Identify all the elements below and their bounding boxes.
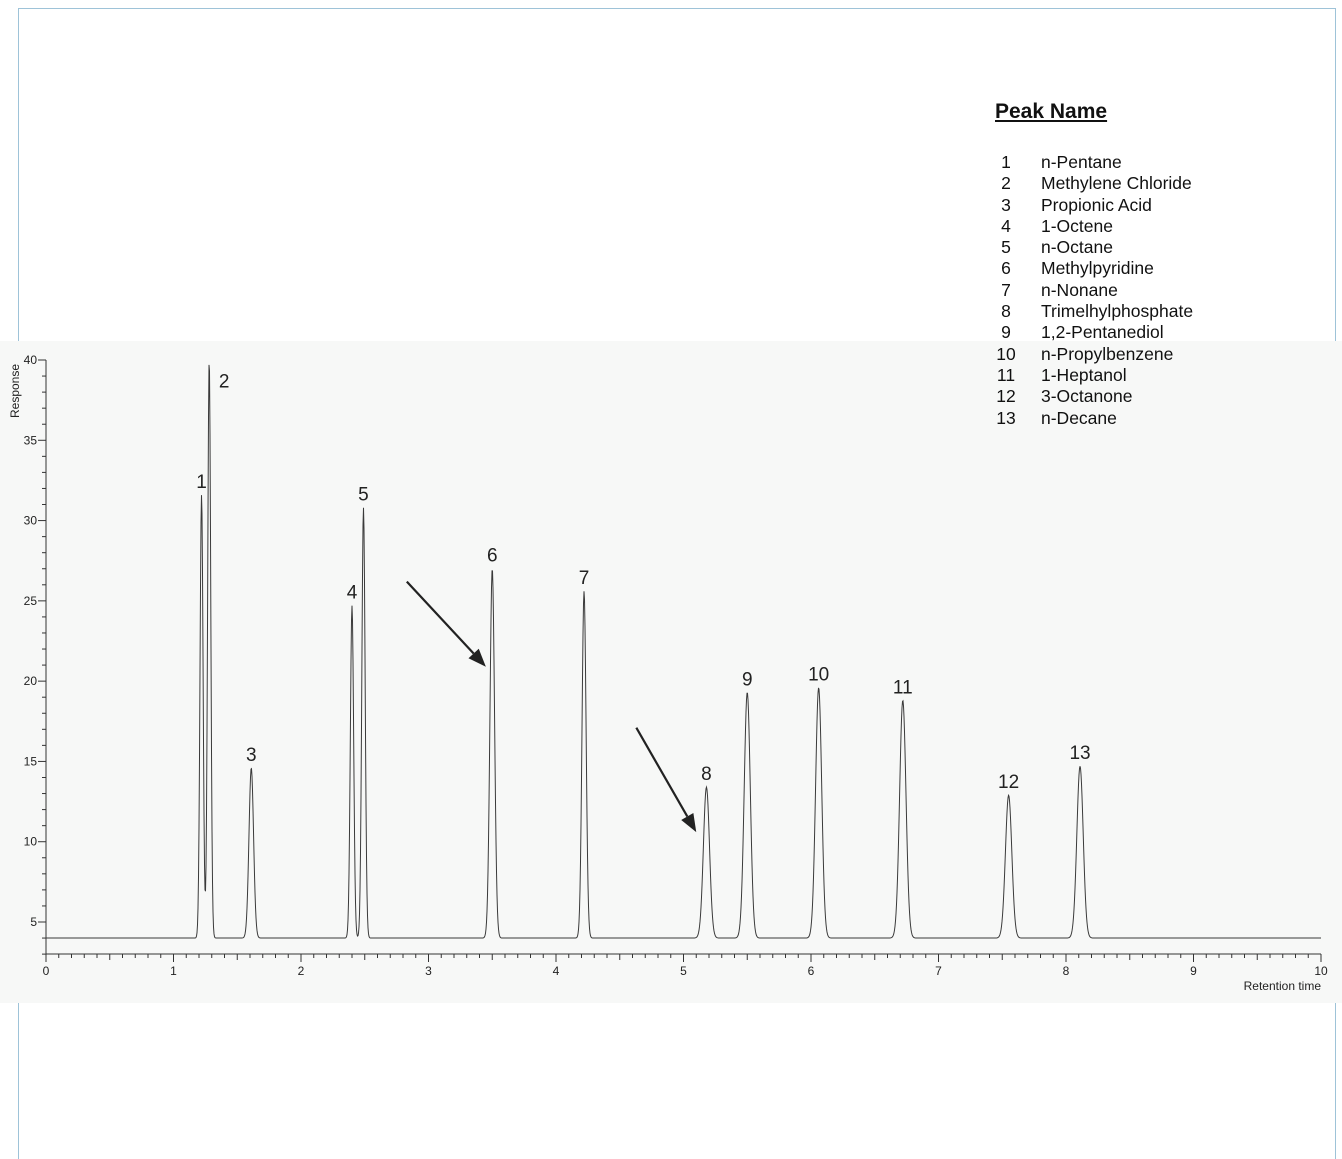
legend-entry: 12 3-Octanone bbox=[995, 386, 1193, 407]
x-axis-label: Retention time bbox=[1244, 979, 1322, 993]
annotation-arrow-head bbox=[468, 648, 486, 667]
legend-entry: 3 Propionic Acid bbox=[995, 195, 1193, 216]
legend-entry: 7 n-Nonane bbox=[995, 280, 1193, 301]
legend-entry-number: 4 bbox=[1001, 215, 1011, 236]
peak-label: 3 bbox=[246, 745, 257, 766]
chromatogram-trace-group bbox=[46, 364, 1321, 939]
y-tick-label: 5 bbox=[30, 915, 37, 929]
annotation-arrow-shaft bbox=[406, 580, 475, 655]
peak-label: 5 bbox=[358, 485, 369, 506]
y-tick-label: 20 bbox=[24, 674, 38, 688]
y-tick-label: 25 bbox=[24, 594, 38, 608]
chromatogram-trace bbox=[46, 364, 1321, 939]
legend-entry-name: n-Pentane bbox=[1041, 152, 1122, 172]
legend-entry-name: 3-Octanone bbox=[1041, 386, 1133, 407]
plot-background bbox=[0, 341, 1342, 1003]
legend-entry-name: Methylene Chloride bbox=[1041, 173, 1192, 194]
legend-entry-name: Methylpyridine bbox=[1041, 258, 1154, 279]
legend-entry-name: n-Nonane bbox=[1041, 279, 1118, 300]
legend-entry-number: 10 bbox=[996, 343, 1016, 364]
y-tick-label: 15 bbox=[24, 754, 38, 768]
x-tick-label: 10 bbox=[1314, 964, 1328, 978]
x-tick-label: 6 bbox=[808, 964, 815, 978]
legend-entry: 9 1,2-Pentanediol bbox=[995, 322, 1193, 343]
annotation-arrows bbox=[406, 580, 697, 833]
legend-entry: 4 1-Octene bbox=[995, 216, 1193, 237]
legend-entry-number: 9 bbox=[1001, 322, 1011, 343]
legend-entry-name: 1,2-Pentanediol bbox=[1041, 322, 1164, 343]
legend-entry-name: n-Propylbenzene bbox=[1041, 343, 1174, 364]
legend-entry: 6 Methylpyridine bbox=[995, 258, 1193, 279]
legend-entry: 8 Trimelhylphosphate bbox=[995, 301, 1193, 322]
x-tick-label: 2 bbox=[298, 964, 305, 978]
legend-entry-name: n-Decane bbox=[1041, 407, 1117, 428]
legend-entry-number: 8 bbox=[1001, 301, 1011, 322]
x-tick-label: 8 bbox=[1063, 964, 1070, 978]
peak-label: 11 bbox=[893, 677, 913, 698]
x-tick-label: 4 bbox=[553, 964, 560, 978]
legend-entry-number: 7 bbox=[1001, 279, 1011, 300]
y-tick-label: 40 bbox=[24, 353, 38, 367]
peak-label: 6 bbox=[487, 546, 498, 567]
legend-entry: 11 1-Heptanol bbox=[995, 365, 1193, 386]
legend-entry-number: 11 bbox=[996, 364, 1016, 385]
x-tick-label: 7 bbox=[935, 964, 942, 978]
legend-entry-number: 2 bbox=[1001, 173, 1011, 194]
legend-entry: 13 n-Decane bbox=[995, 408, 1193, 429]
legend-entry-name: n-Octane bbox=[1041, 237, 1113, 258]
annotation-arrow-head bbox=[681, 812, 697, 833]
y-tick-label: 10 bbox=[24, 835, 38, 849]
legend-entry: 5 n-Octane bbox=[995, 237, 1193, 258]
peak-label: 13 bbox=[1069, 743, 1090, 764]
peak-label: 12 bbox=[998, 772, 1019, 793]
legend-entry: 2 Methylene Chloride bbox=[995, 173, 1193, 194]
legend-entry-name: Trimelhylphosphate bbox=[1041, 301, 1194, 322]
y-tick-label: 35 bbox=[24, 433, 38, 447]
peak-label: 9 bbox=[742, 669, 753, 690]
legend-entry: 1 n-Pentane bbox=[995, 152, 1193, 173]
peak-label: 4 bbox=[347, 583, 358, 604]
legend-entry-name: 1-Octene bbox=[1041, 215, 1113, 236]
y-axis-label: Response bbox=[8, 364, 22, 418]
legend-entry-number: 3 bbox=[1001, 194, 1011, 215]
legend-entry-number: 1 bbox=[1001, 152, 1011, 172]
legend-entry-number: 12 bbox=[996, 386, 1016, 407]
legend-entry-name: Propionic Acid bbox=[1041, 194, 1152, 215]
peak-label: 1 bbox=[196, 472, 207, 493]
legend-entry: 10 n-Propylbenzene bbox=[995, 344, 1193, 365]
peak-label: 10 bbox=[808, 665, 829, 686]
legend-entry-number: 6 bbox=[1001, 258, 1011, 279]
peak-label: 8 bbox=[701, 764, 712, 785]
peak-legend: Peak Name 1 n-Pentane 2 Methylene Chloride 3… bbox=[995, 100, 1193, 429]
annotation-arrow-shaft bbox=[635, 727, 689, 818]
peak-label: 7 bbox=[579, 568, 590, 589]
x-tick-label: 0 bbox=[43, 964, 50, 978]
x-tick-label: 3 bbox=[425, 964, 432, 978]
x-tick-label: 1 bbox=[170, 964, 177, 978]
legend-entry-number: 5 bbox=[1001, 237, 1011, 258]
x-tick-label: 9 bbox=[1190, 964, 1197, 978]
x-tick-label: 5 bbox=[680, 964, 687, 978]
legend-entries: 1 n-Pentane 2 Methylene Chloride 3 Propionic … bbox=[995, 152, 1193, 429]
peak-label: 2 bbox=[219, 371, 230, 392]
legend-entry-number: 13 bbox=[996, 407, 1016, 428]
legend-title: Peak Name bbox=[995, 100, 1108, 123]
y-tick-label: 30 bbox=[24, 514, 38, 528]
legend-entry-name: 1-Heptanol bbox=[1041, 364, 1127, 385]
